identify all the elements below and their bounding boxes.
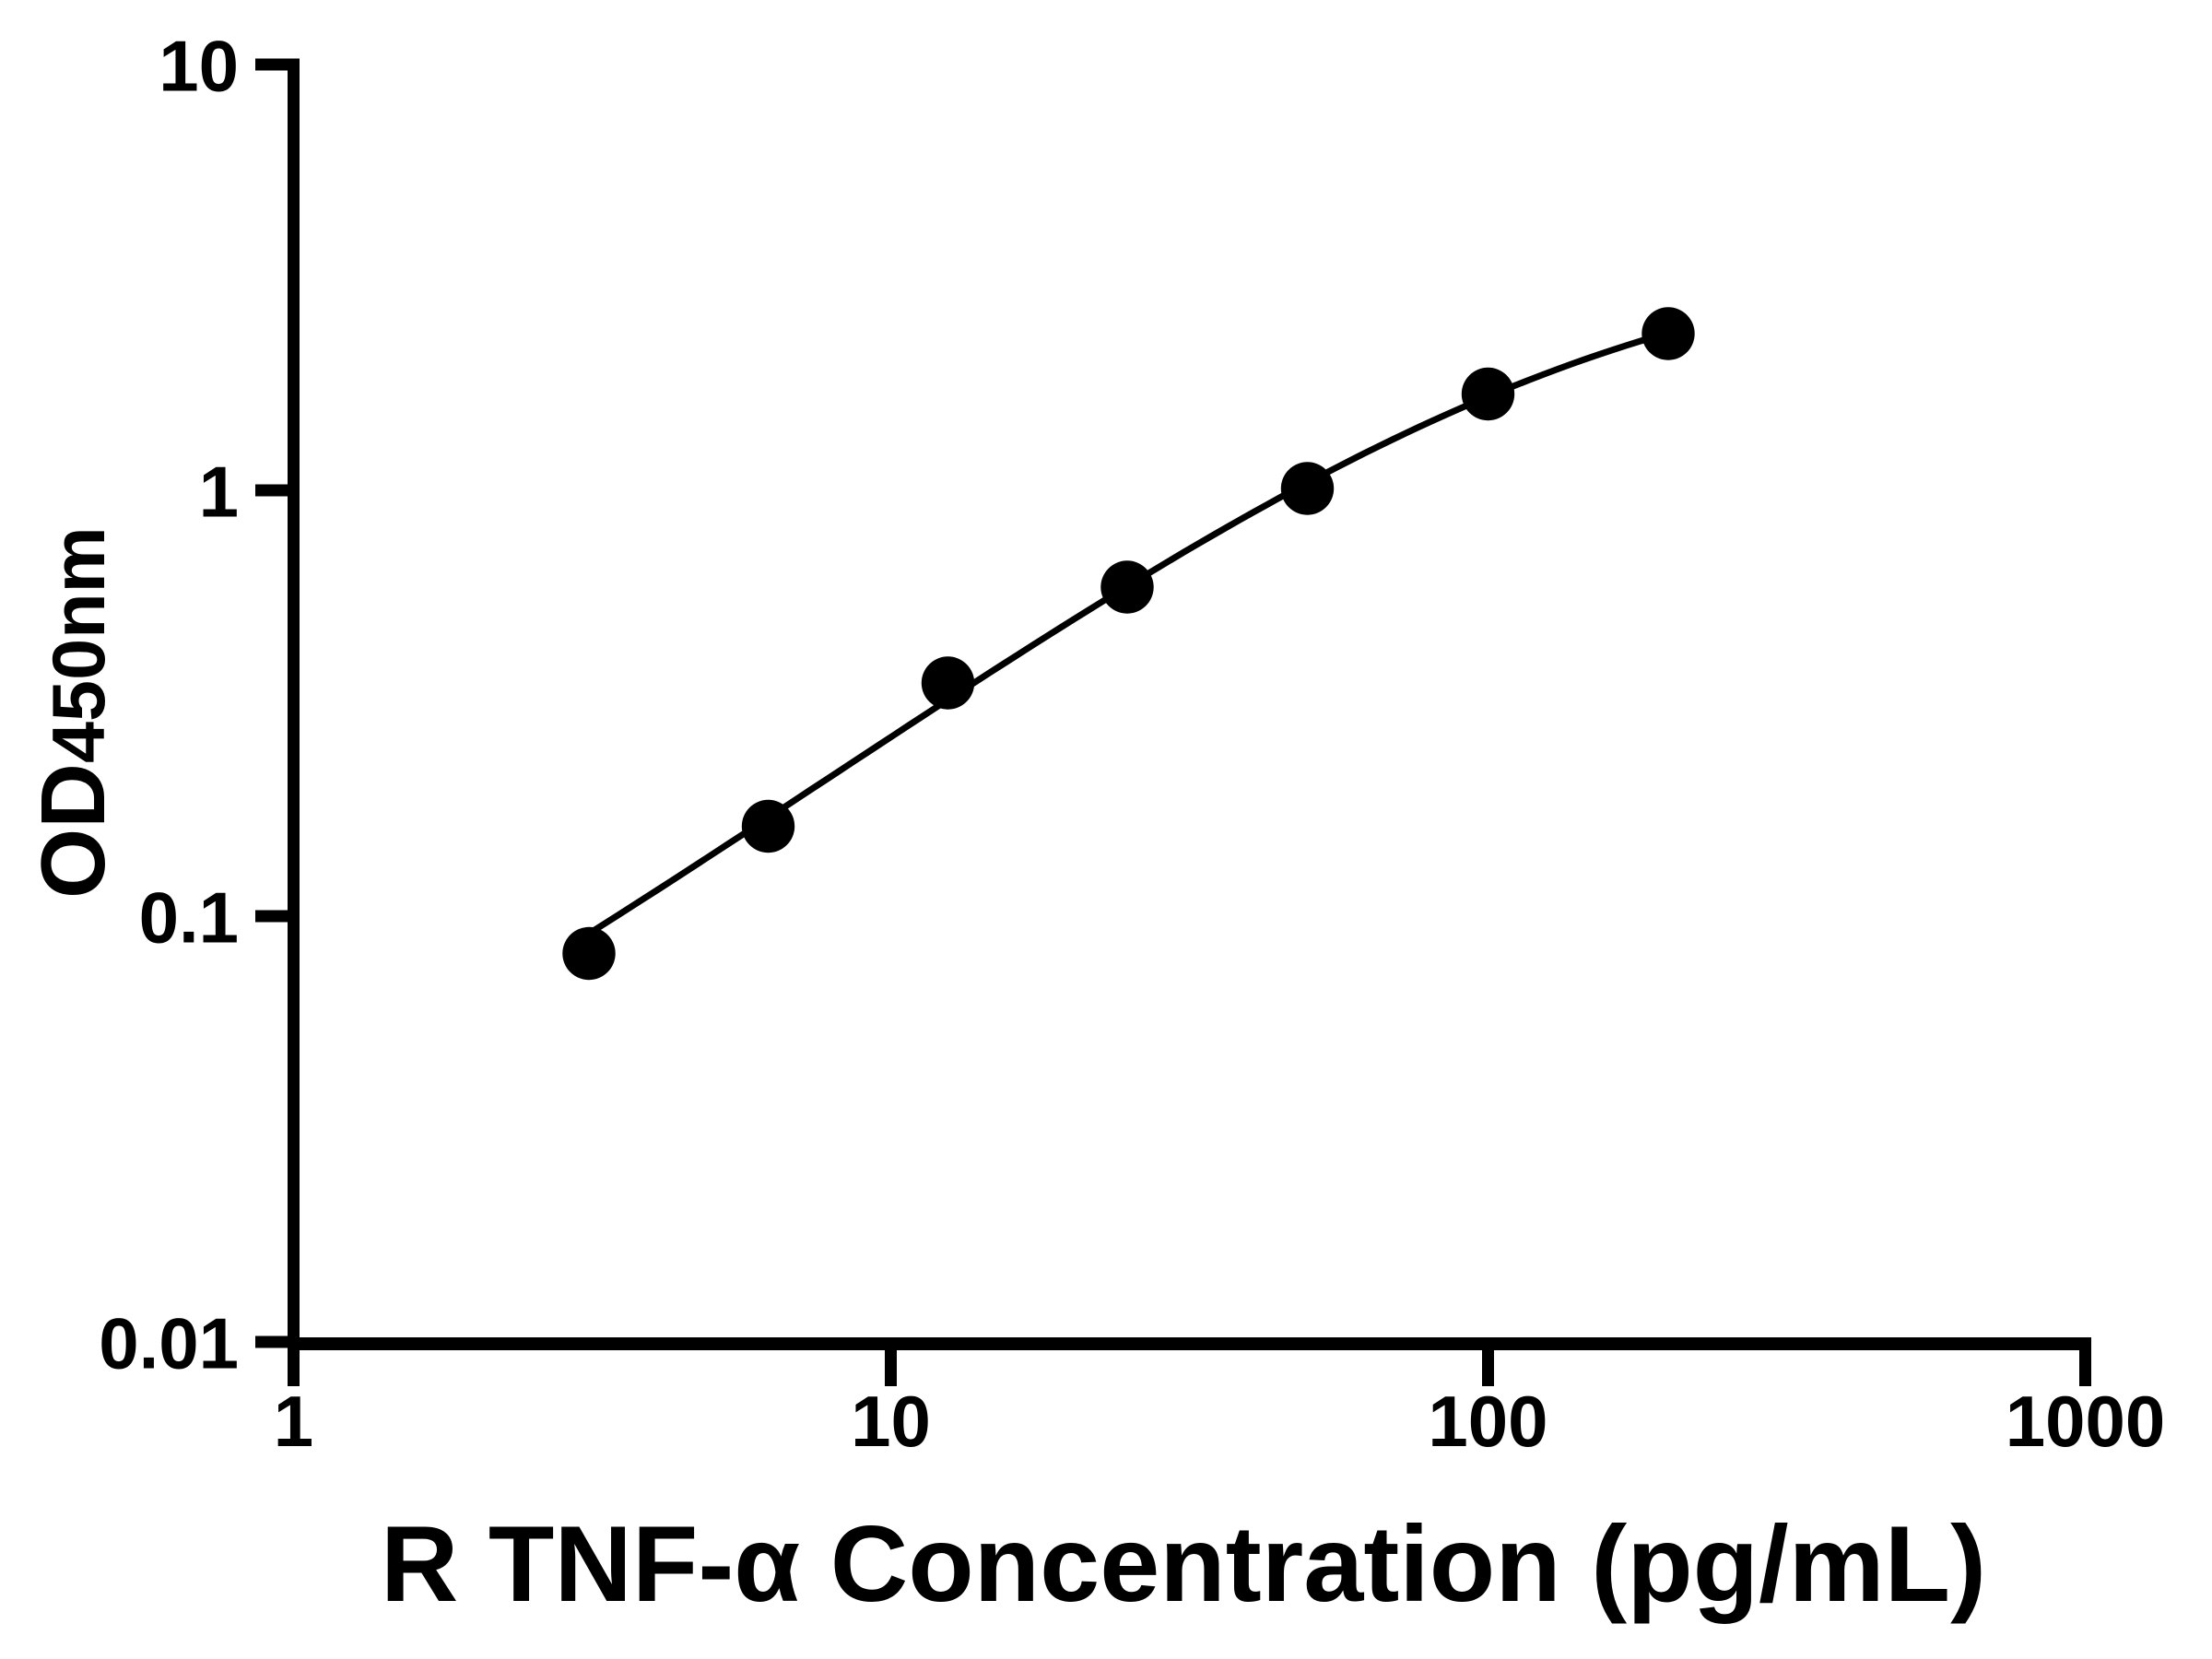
svg-text:1000: 1000 xyxy=(2006,1381,2166,1462)
svg-text:0.1: 0.1 xyxy=(139,877,239,958)
svg-text:OD450nm: OD450nm xyxy=(22,526,124,899)
svg-text:10: 10 xyxy=(159,25,239,106)
svg-text:0.01: 0.01 xyxy=(99,1302,239,1383)
svg-text:10: 10 xyxy=(851,1381,931,1462)
svg-text:1: 1 xyxy=(274,1381,313,1462)
svg-text:100: 100 xyxy=(1428,1381,1547,1462)
svg-text:R TNF-α Concentration (pg/mL): R TNF-α Concentration (pg/mL) xyxy=(381,1503,1986,1624)
svg-text:1: 1 xyxy=(199,451,239,532)
